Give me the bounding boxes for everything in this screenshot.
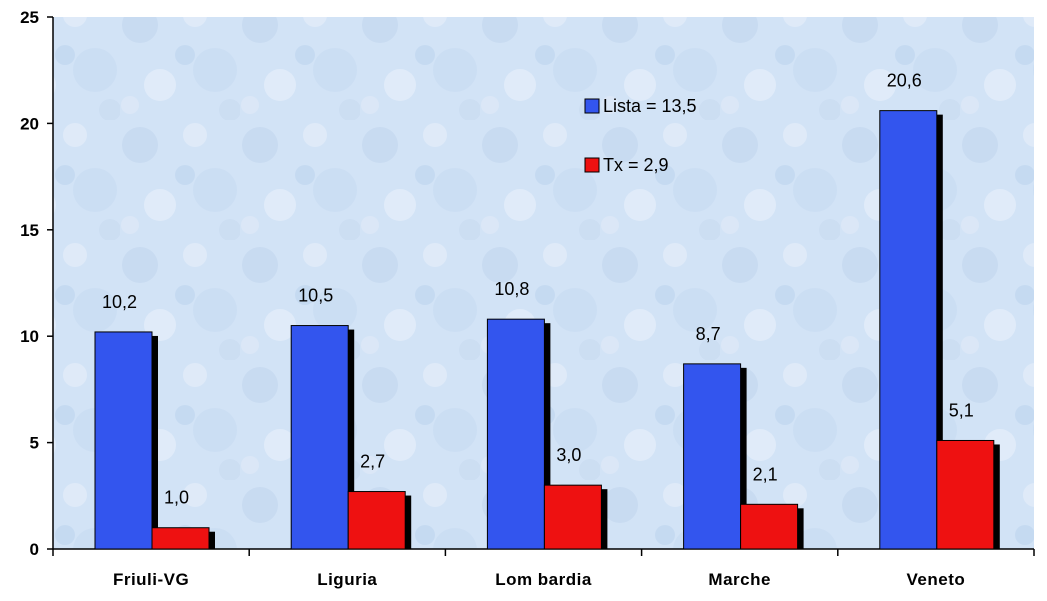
data-label: 20,6 <box>887 71 922 91</box>
x-category-label: Friuli-VG <box>113 570 189 589</box>
legend-label: Tx = 2,9 <box>603 155 669 175</box>
y-tick-label: 5 <box>30 434 39 453</box>
bar-lista <box>94 331 153 550</box>
bar-tx <box>740 503 799 550</box>
bars <box>94 110 1000 550</box>
bar-tx <box>543 484 602 550</box>
bar-lista <box>683 363 742 550</box>
bar-tx <box>151 527 210 550</box>
x-category-label: Marche <box>708 570 771 589</box>
bar-tx <box>347 491 406 550</box>
legend-label: Lista = 13,5 <box>603 96 697 116</box>
x-category-label: Veneto <box>907 570 966 589</box>
legend-swatch <box>584 98 600 114</box>
y-tick-label: 15 <box>20 221 39 240</box>
y-tick-label: 20 <box>20 114 39 133</box>
bar-lista <box>290 325 349 550</box>
data-label: 5,1 <box>949 400 974 420</box>
y-tick-label: 10 <box>20 327 39 346</box>
y-tick-label: 0 <box>30 540 39 559</box>
data-label: 8,7 <box>696 324 721 344</box>
data-label: 2,1 <box>753 464 778 484</box>
legend: Lista = 13,5 Tx = 2,9 <box>584 96 697 175</box>
bar-tx <box>936 439 995 550</box>
bar-lista <box>486 318 545 550</box>
data-labels: 10,2 1,0 10,5 2,7 10,8 3,0 8,7 2,1 20,6 5,1 <box>102 71 974 508</box>
data-label: 3,0 <box>556 445 581 465</box>
data-label: 10,5 <box>298 286 333 306</box>
data-label: 1,0 <box>164 488 189 508</box>
data-label: 10,2 <box>102 292 137 312</box>
y-tick-label: 25 <box>20 8 39 27</box>
data-label: 10,8 <box>494 279 529 299</box>
data-label: 2,7 <box>360 452 385 472</box>
bar-lista <box>879 110 938 550</box>
x-category-label: Lom bardia <box>495 570 592 589</box>
x-category-label: Liguria <box>317 570 377 589</box>
legend-swatch <box>584 157 600 173</box>
